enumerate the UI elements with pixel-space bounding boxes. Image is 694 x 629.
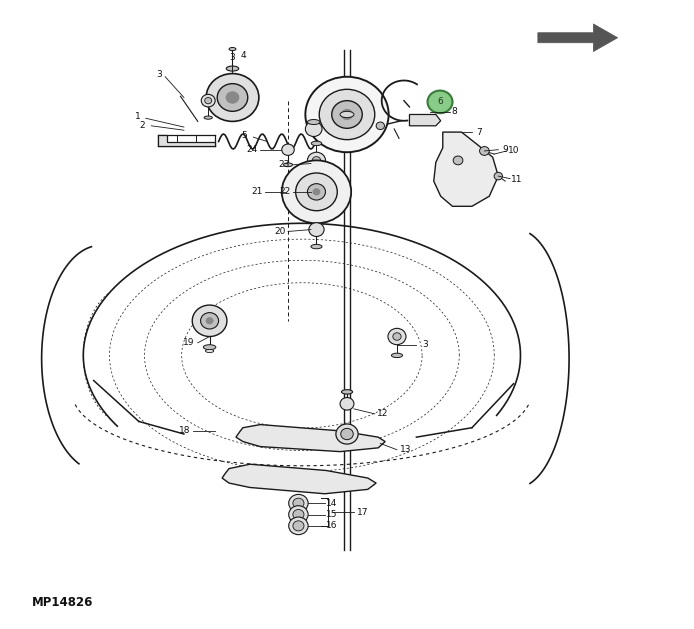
Text: 16: 16 (326, 521, 337, 530)
Text: 23: 23 (279, 160, 290, 169)
Circle shape (289, 506, 308, 523)
Ellipse shape (290, 511, 307, 518)
Circle shape (307, 152, 325, 169)
Text: 13: 13 (400, 445, 411, 454)
Ellipse shape (290, 523, 307, 529)
Ellipse shape (311, 244, 322, 248)
Ellipse shape (340, 111, 354, 118)
Ellipse shape (204, 116, 212, 120)
Text: 17: 17 (357, 508, 368, 516)
Text: 7: 7 (476, 128, 482, 136)
Text: 5: 5 (242, 131, 247, 140)
Circle shape (293, 509, 304, 520)
Ellipse shape (311, 141, 321, 145)
Polygon shape (222, 464, 376, 494)
Circle shape (205, 97, 212, 104)
Circle shape (312, 157, 321, 164)
Circle shape (305, 121, 322, 136)
Circle shape (309, 223, 324, 237)
Circle shape (376, 122, 384, 130)
Text: 21: 21 (251, 187, 262, 196)
Text: 15: 15 (326, 510, 337, 519)
Circle shape (282, 160, 351, 223)
Polygon shape (236, 425, 385, 452)
Circle shape (206, 318, 213, 324)
Circle shape (289, 517, 308, 535)
Circle shape (305, 77, 389, 152)
Text: 19: 19 (183, 338, 194, 347)
Text: 24: 24 (246, 145, 257, 154)
Ellipse shape (283, 163, 293, 167)
Polygon shape (409, 114, 441, 126)
Text: 20: 20 (274, 227, 285, 236)
Circle shape (313, 189, 320, 195)
Circle shape (453, 156, 463, 165)
Text: 18: 18 (179, 426, 190, 435)
Text: 9: 9 (502, 145, 508, 154)
Circle shape (307, 184, 325, 200)
Ellipse shape (391, 353, 403, 357)
Circle shape (393, 333, 401, 340)
Circle shape (293, 498, 304, 508)
Ellipse shape (307, 120, 320, 125)
Polygon shape (538, 24, 618, 52)
Polygon shape (434, 132, 498, 206)
Circle shape (192, 305, 227, 337)
Text: 14: 14 (326, 499, 337, 508)
Circle shape (319, 89, 375, 140)
Text: MP14826: MP14826 (32, 596, 93, 609)
Ellipse shape (290, 500, 307, 506)
Text: 10: 10 (508, 147, 519, 155)
Circle shape (388, 328, 406, 345)
Circle shape (201, 94, 215, 107)
Text: 3: 3 (423, 340, 428, 349)
Circle shape (336, 424, 358, 444)
Circle shape (206, 74, 259, 121)
Text: 12: 12 (378, 409, 389, 418)
Circle shape (480, 147, 489, 155)
Circle shape (494, 172, 502, 180)
Circle shape (293, 521, 304, 531)
Circle shape (341, 109, 353, 120)
Ellipse shape (226, 66, 239, 71)
Circle shape (296, 173, 337, 211)
Circle shape (332, 101, 362, 128)
Circle shape (428, 91, 452, 113)
Ellipse shape (205, 349, 214, 352)
Text: 3: 3 (157, 70, 162, 79)
Polygon shape (158, 135, 215, 146)
Text: 8: 8 (452, 108, 457, 116)
Text: 6: 6 (437, 97, 443, 106)
Text: 11: 11 (511, 175, 522, 184)
Circle shape (217, 84, 248, 111)
Text: 2: 2 (139, 121, 145, 130)
Circle shape (340, 398, 354, 410)
Text: 22: 22 (279, 187, 290, 196)
Circle shape (201, 313, 219, 329)
Circle shape (226, 92, 239, 103)
Ellipse shape (229, 48, 236, 50)
Text: 4: 4 (240, 51, 246, 60)
Ellipse shape (341, 389, 353, 394)
Text: 3: 3 (230, 53, 235, 62)
Circle shape (289, 494, 308, 512)
Circle shape (341, 428, 353, 440)
Ellipse shape (203, 345, 216, 350)
Text: 1: 1 (135, 113, 140, 121)
Circle shape (282, 144, 294, 155)
